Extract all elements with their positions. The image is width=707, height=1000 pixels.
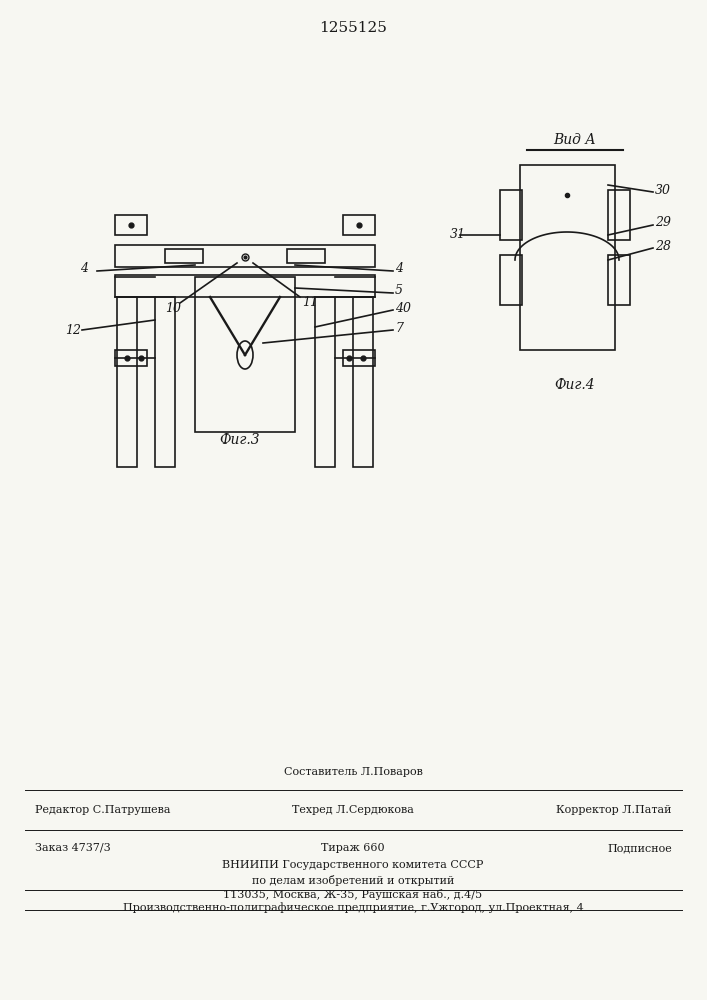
Text: Заказ 4737/3: Заказ 4737/3 — [35, 843, 111, 853]
Bar — [115, 245, 375, 267]
Bar — [353, 297, 373, 467]
Text: 31: 31 — [450, 229, 466, 241]
Bar — [115, 215, 147, 235]
Bar — [115, 350, 147, 366]
Text: 10: 10 — [165, 302, 181, 316]
Text: Фиг.3: Фиг.3 — [220, 433, 260, 447]
Bar — [608, 190, 630, 240]
Bar — [115, 275, 375, 297]
Ellipse shape — [237, 341, 253, 369]
Text: Редактор С.Патрушева: Редактор С.Патрушева — [35, 805, 170, 815]
Text: 4: 4 — [395, 262, 403, 275]
Text: Производственно-полиграфическое предприятие, г.Ужгород, ул.Проектная, 4: Производственно-полиграфическое предприя… — [122, 903, 583, 913]
Text: Фиг.4: Фиг.4 — [555, 378, 595, 392]
Text: 4: 4 — [80, 262, 88, 275]
Bar — [165, 249, 203, 263]
Bar — [343, 215, 375, 235]
Bar — [500, 255, 522, 305]
Text: по делам изобретений и открытий: по делам изобретений и открытий — [252, 874, 454, 886]
Text: 7: 7 — [395, 322, 403, 334]
Text: 1255125: 1255125 — [319, 21, 387, 35]
Bar — [117, 297, 137, 467]
Text: 30: 30 — [655, 184, 671, 196]
Bar — [500, 190, 522, 240]
Text: 40: 40 — [395, 302, 411, 314]
Text: Вид А: Вид А — [554, 133, 597, 147]
Bar — [195, 277, 295, 432]
Text: Составитель Л.Поваров: Составитель Л.Поваров — [284, 767, 423, 777]
Text: 28: 28 — [655, 239, 671, 252]
Bar — [608, 255, 630, 305]
Bar — [155, 297, 175, 467]
Bar — [315, 297, 335, 467]
Text: Техред Л.Сердюкова: Техред Л.Сердюкова — [292, 805, 414, 815]
Text: 11: 11 — [302, 296, 318, 310]
Text: 29: 29 — [655, 217, 671, 230]
Text: 113035, Москва, Ж-35, Раушская наб., д.4/5: 113035, Москва, Ж-35, Раушская наб., д.4… — [223, 890, 483, 900]
Bar — [520, 165, 615, 350]
Text: Корректор Л.Патай: Корректор Л.Патай — [556, 805, 672, 815]
Text: Тираж 660: Тираж 660 — [321, 843, 385, 853]
Text: Подписное: Подписное — [607, 843, 672, 853]
Bar — [287, 249, 325, 263]
Text: 5: 5 — [395, 284, 403, 298]
Text: ВНИИПИ Государственного комитета СССР: ВНИИПИ Государственного комитета СССР — [222, 860, 484, 870]
Text: 12: 12 — [65, 324, 81, 336]
Bar — [343, 350, 375, 366]
